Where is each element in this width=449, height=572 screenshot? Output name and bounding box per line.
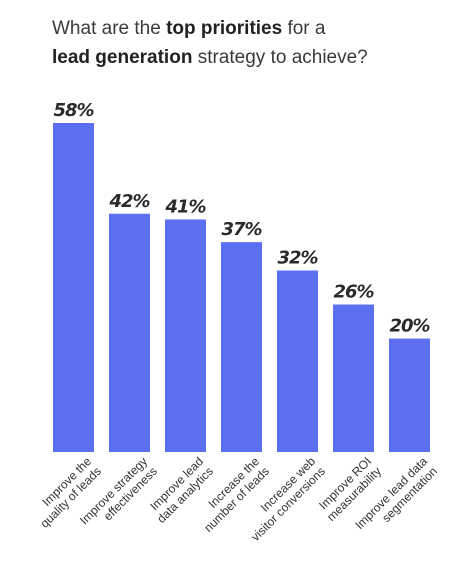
bar-4 (277, 270, 318, 452)
value-label-0: 58% (53, 100, 94, 121)
chart-title: What are the top priorities for a lead g… (52, 14, 432, 72)
bar-3 (221, 242, 262, 452)
bar-6 (389, 338, 430, 452)
value-label-5: 26% (333, 282, 374, 303)
value-label-3: 37% (221, 219, 262, 240)
value-label-2: 41% (164, 196, 206, 217)
value-label-6: 20% (389, 316, 430, 337)
title-bold-2: lead generation (52, 47, 193, 68)
title-part-1: What are the (52, 18, 167, 39)
bar-1 (109, 213, 150, 452)
title-part-3: strategy to achieve? (192, 47, 368, 68)
value-label-1: 42% (108, 191, 150, 212)
bar-2 (165, 219, 206, 452)
title-part-2: for a (282, 18, 326, 39)
value-label-4: 32% (277, 247, 318, 268)
bar-0 (53, 123, 94, 452)
title-bold-1: top priorities (166, 18, 283, 39)
bar-5 (333, 304, 374, 452)
